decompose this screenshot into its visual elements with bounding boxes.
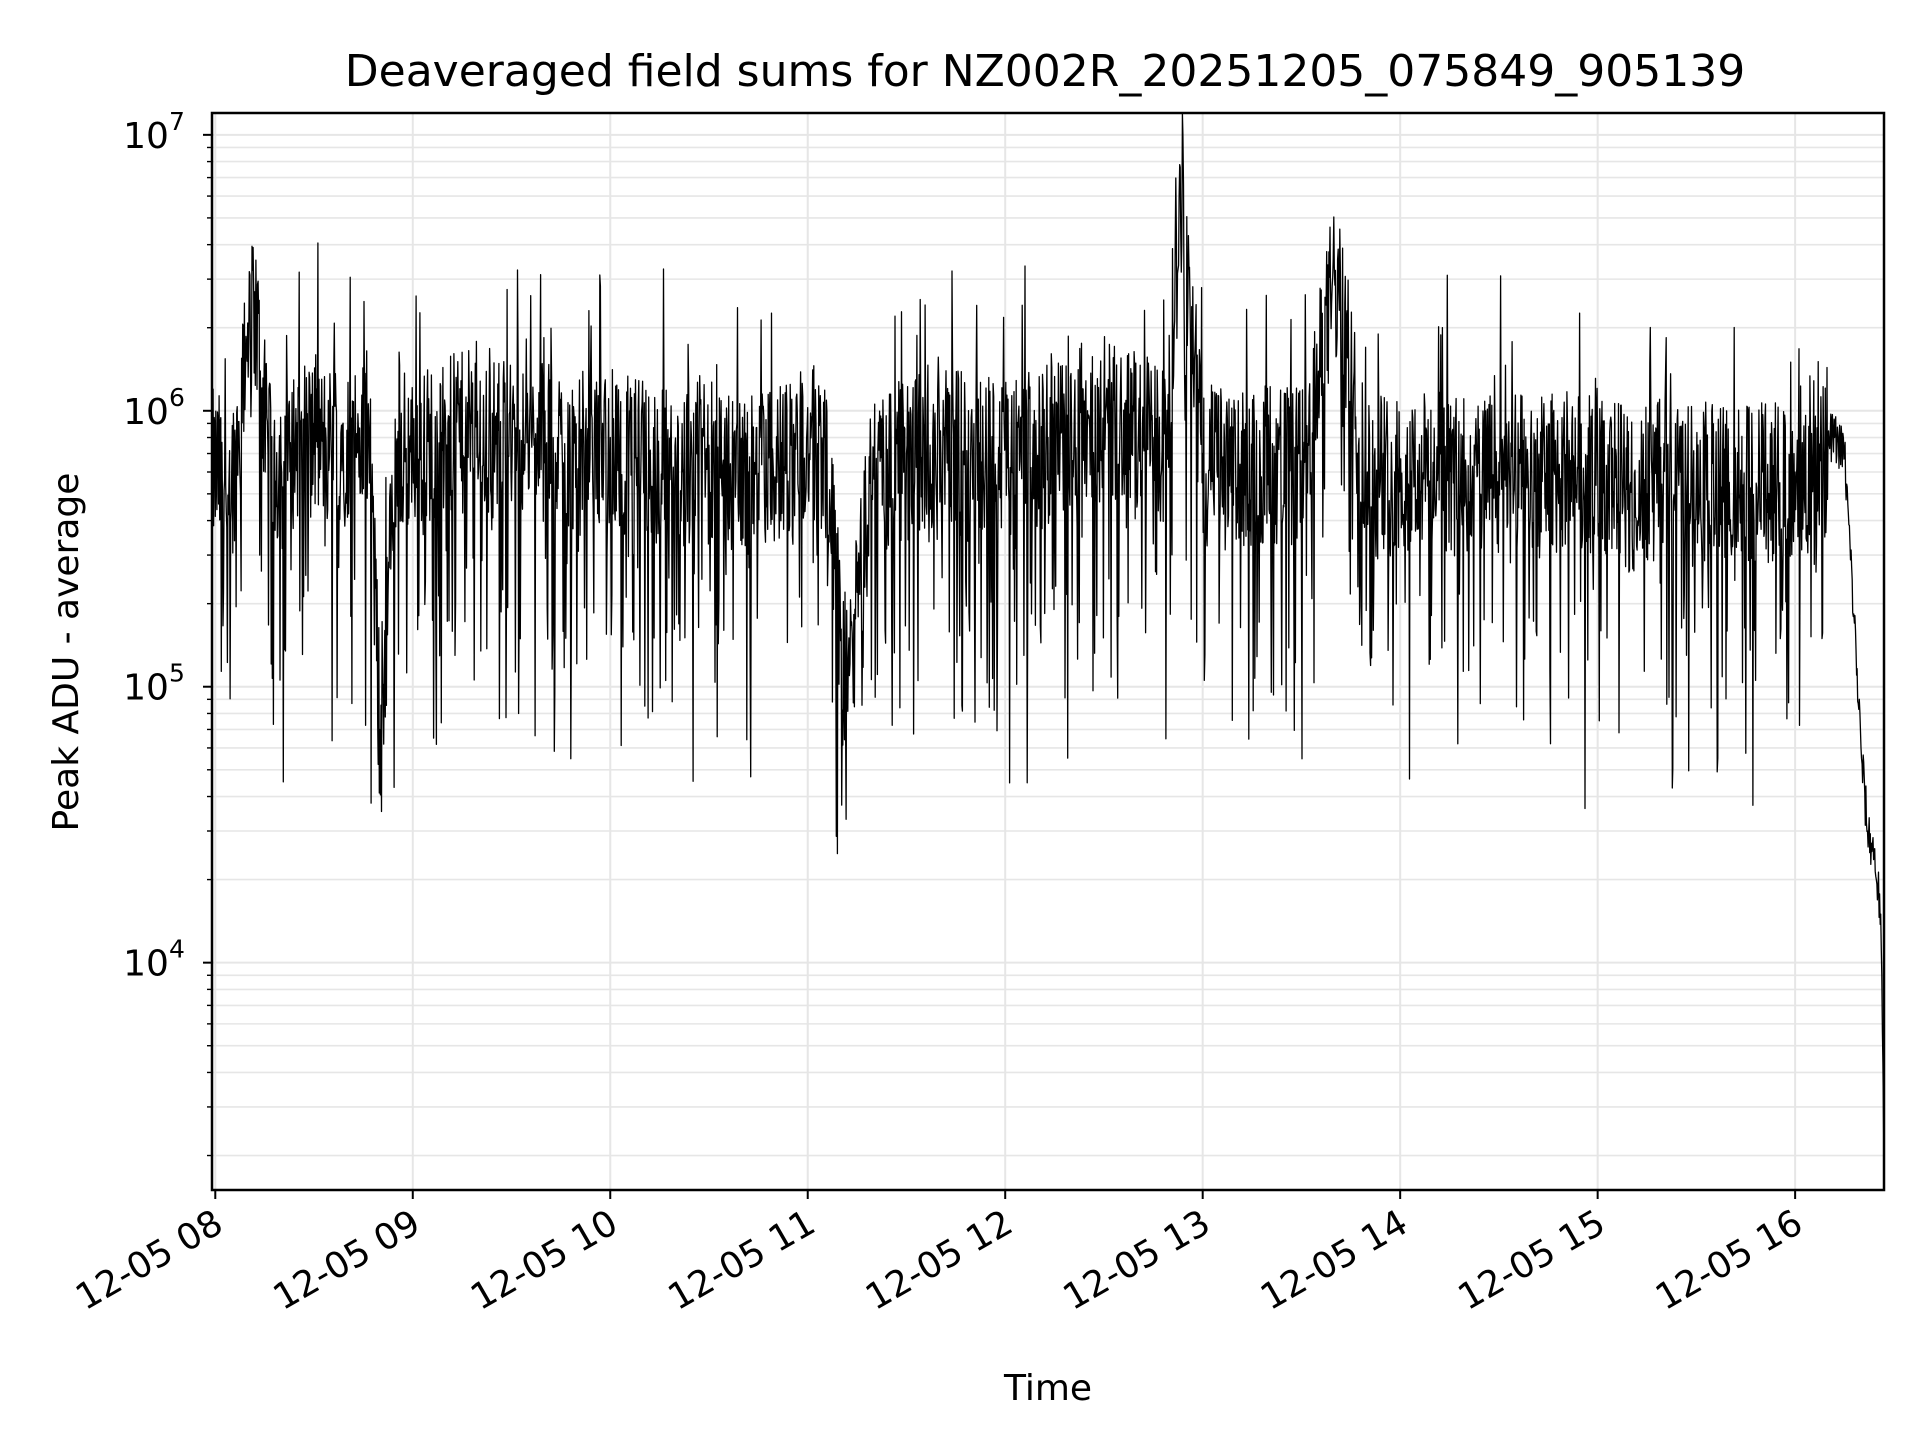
y-tick-label: 107 xyxy=(123,107,185,157)
series-line xyxy=(211,112,1885,1169)
y-axis-label: Peak ADU - average xyxy=(46,473,87,832)
data-series xyxy=(211,112,1885,1169)
x-axis-label: Time xyxy=(1003,1368,1092,1409)
y-axis: 104 105 106 107 xyxy=(123,107,212,1157)
y-tick-label: 105 xyxy=(123,659,185,709)
chart-title: Deaveraged field sums for NZ002R_2025120… xyxy=(345,46,1745,97)
y-tick-label: 106 xyxy=(123,383,185,433)
y-tick-label: 104 xyxy=(123,935,185,985)
plot-frame xyxy=(210,111,1886,1192)
